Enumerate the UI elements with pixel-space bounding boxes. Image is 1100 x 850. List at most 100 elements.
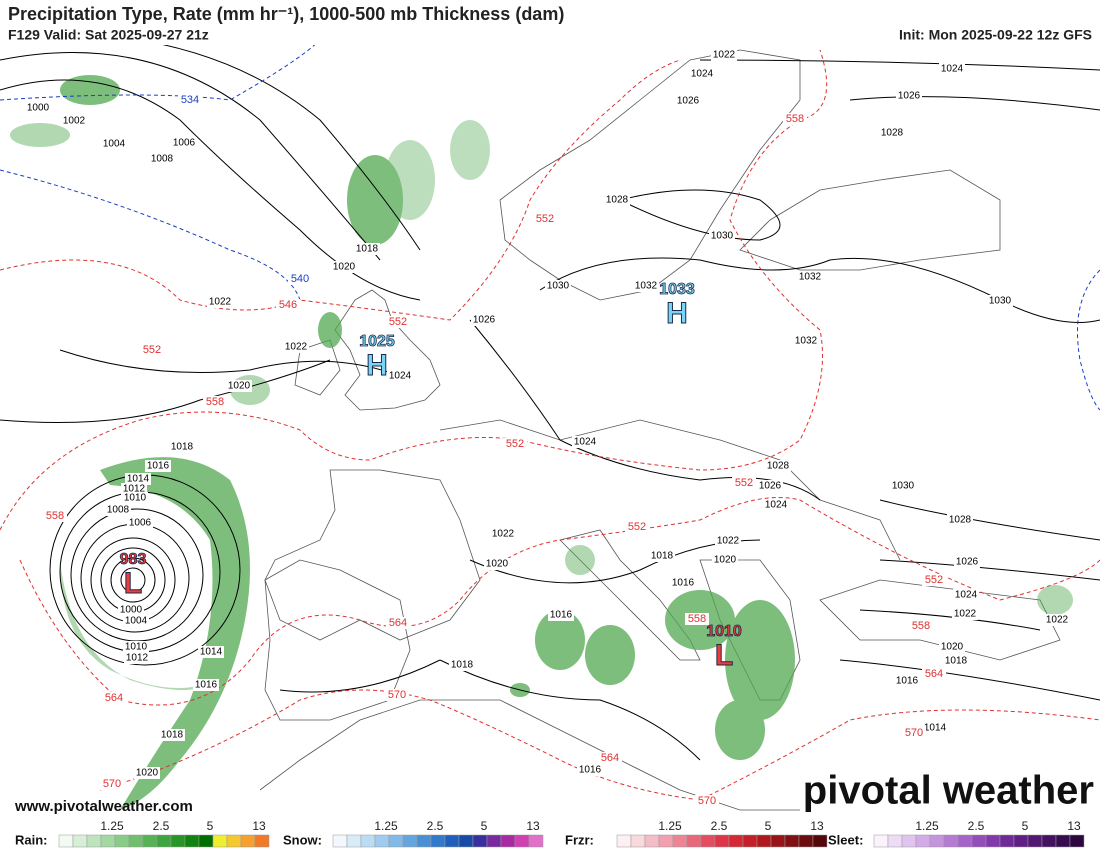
thickness-label-bg — [922, 668, 946, 680]
isobar-label-bg — [712, 554, 738, 566]
isobar-label-bg — [484, 558, 510, 570]
legend-tick: 5 — [1022, 819, 1029, 833]
thickness-label-bg — [625, 521, 649, 533]
legend-tick: 1.25 — [658, 819, 682, 833]
legend-swatch — [812, 834, 828, 848]
header-band — [0, 0, 1100, 45]
thickness-label: 570 — [388, 689, 406, 701]
legend-swatch — [226, 834, 242, 848]
isobar-label: 1020 — [136, 768, 159, 779]
legend-swatch — [332, 834, 348, 848]
thickness-label: 540 — [291, 273, 309, 285]
isobar-label-bg — [943, 655, 969, 667]
isobar-label: 1018 — [161, 730, 184, 741]
isobar-label-bg — [123, 615, 149, 627]
thickness-label: 570 — [103, 778, 121, 790]
isobar-label-bg — [169, 441, 195, 453]
legend-swatch — [402, 834, 418, 848]
thickness-label-bg — [783, 113, 807, 125]
thickness-label: 558 — [46, 510, 64, 522]
isobar-label: 1024 — [574, 437, 597, 448]
isobar-label: 1020 — [941, 642, 964, 653]
isobar-label-bg — [118, 604, 144, 616]
isobar-label-bg — [354, 243, 380, 255]
legend-swatch — [770, 834, 786, 848]
legend-swatch — [142, 834, 158, 848]
thickness-label-bg — [902, 727, 926, 739]
isobar-label-bg — [123, 641, 149, 653]
isobar-label: 1018 — [651, 551, 674, 562]
legend-swatch — [114, 834, 130, 848]
isobar-label-bg — [954, 556, 980, 568]
isobar-label: 1012 — [126, 653, 149, 664]
thickness-label-bg — [909, 620, 933, 632]
isobar-label-bg — [711, 49, 737, 61]
thickness-label: 546 — [279, 299, 297, 311]
isobar-label-bg — [939, 63, 965, 75]
legend-swatch — [374, 834, 390, 848]
isobar-label: 1028 — [606, 195, 629, 206]
isobar-label-bg — [145, 460, 171, 472]
legend-tick: 5 — [207, 819, 214, 833]
thickness-label-bg — [598, 752, 622, 764]
legend-swatch — [500, 834, 516, 848]
thickness-label-bg — [102, 692, 126, 704]
legend-tick: 13 — [252, 819, 266, 833]
legend-tick: 13 — [526, 819, 540, 833]
thickness-label-bg — [533, 213, 557, 225]
legend-swatch — [458, 834, 474, 848]
isobar-label-bg — [193, 679, 219, 691]
map-labels: 1000 1002 1004 1006 1008 1022 1024 1026 1024 1026… — [25, 49, 1070, 807]
isobar-label: 1004 — [103, 139, 126, 150]
isobar-label: 1024 — [941, 64, 964, 75]
isobar-label-bg — [947, 514, 973, 526]
isobar-label: 1016 — [147, 461, 170, 472]
isobar-label-bg — [633, 280, 659, 292]
isobar-label: 1024 — [389, 371, 412, 382]
isobar-label-bg — [171, 137, 197, 149]
thickness-label: 564 — [105, 692, 123, 704]
isobar-label: 1030 — [547, 281, 570, 292]
isobar-label: 1008 — [151, 154, 174, 165]
isobar-label: 1018 — [451, 660, 474, 671]
isobar-label: 1028 — [949, 515, 972, 526]
thickness-label-bg — [288, 273, 312, 285]
legend-tick: 2.5 — [711, 819, 728, 833]
isobar-label-bg — [765, 460, 791, 472]
isobar-label-bg — [134, 767, 160, 779]
thickness-label-bg — [43, 510, 67, 522]
isobar-label-bg — [987, 295, 1013, 307]
legend-swatch — [128, 834, 144, 848]
thickness-label: 570 — [698, 795, 716, 807]
isobar-label-bg — [471, 314, 497, 326]
isobar-label-bg — [689, 68, 715, 80]
isobar-label: 1002 — [63, 116, 86, 127]
legend-tick: 13 — [810, 819, 824, 833]
isobar-label: 1028 — [881, 128, 904, 139]
isobar-label-bg — [283, 341, 309, 353]
isobar-label-bg — [149, 153, 175, 165]
thickness-label: 552 — [536, 213, 554, 225]
isobar-label: 1018 — [171, 442, 194, 453]
legend-swatch — [742, 834, 758, 848]
legend-swatch — [971, 834, 987, 848]
legend-swatch — [170, 834, 186, 848]
isobar-label-bg — [715, 535, 741, 547]
legend-swatch — [644, 834, 660, 848]
isobar-label-bg — [226, 380, 252, 392]
thickness-label: 564 — [601, 752, 619, 764]
isobar-label: 1006 — [173, 138, 196, 149]
thickness-label-bg — [732, 477, 756, 489]
isobar-label: 1030 — [892, 481, 915, 492]
legend-swatch — [86, 834, 102, 848]
isobar-label-bg — [127, 517, 153, 529]
legend-swatch — [472, 834, 488, 848]
isobar-label-bg — [1044, 614, 1070, 626]
thickness-label: 558 — [912, 620, 930, 632]
legend-swatch — [700, 834, 716, 848]
legend-swatch — [1055, 834, 1071, 848]
thickness-label-bg — [386, 617, 410, 629]
thickness-label: 552 — [389, 316, 407, 328]
thickness-label: 570 — [905, 727, 923, 739]
legend-swatch — [873, 834, 889, 848]
